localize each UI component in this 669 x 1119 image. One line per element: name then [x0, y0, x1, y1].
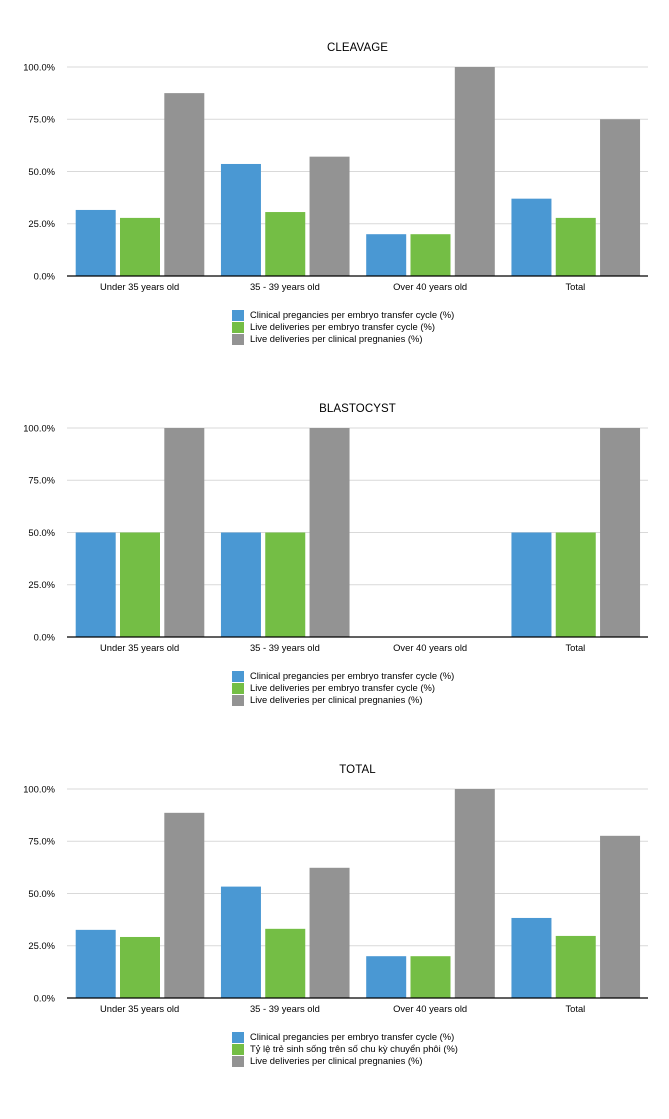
bar	[164, 428, 205, 637]
legend-swatch-gray	[232, 694, 244, 706]
y-tick-label: 25.0%	[28, 940, 55, 951]
blastocyst-plot: 0.0% 25.0% 50.0% 75.0% 100.0% Under 35 years …	[23, 422, 648, 653]
x-tick-label: Under 35 years old	[100, 1003, 179, 1014]
bar	[410, 956, 451, 998]
chart-title: CLEAVAGE	[326, 42, 389, 54]
bar	[600, 119, 641, 276]
legend-item: Live deliveries per clinical pregnanies …	[232, 694, 454, 706]
bar	[220, 532, 261, 637]
legend-label: Live deliveries per embryo transfer cycl…	[250, 682, 435, 693]
legend-item: Live deliveries per clinical pregnanies …	[232, 333, 454, 345]
bar	[220, 886, 261, 998]
y-tick-label: 0.0%	[34, 992, 55, 1003]
bar	[265, 212, 306, 276]
legend-swatch-green	[232, 321, 244, 333]
legend-item: Live deliveries per embryo transfer cycl…	[232, 321, 454, 333]
bar	[600, 428, 641, 637]
chart-legend: Clinical pregancies per embryo transfer …	[232, 670, 454, 706]
bar	[366, 956, 407, 998]
chart-legend: Clinical pregancies per embryo transfer …	[232, 1031, 458, 1067]
legend-label: Live deliveries per clinical pregnanies …	[250, 333, 423, 344]
cleavage-plot: 0.0% 25.0% 50.0% 75.0% 100.0% Under 35 years …	[23, 61, 648, 292]
y-tick-label: 50.0%	[28, 888, 55, 899]
chart-legend: Clinical pregancies per embryo transfer …	[232, 309, 454, 345]
bar	[555, 935, 596, 998]
legend-label: Live deliveries per embryo transfer cycl…	[250, 321, 435, 332]
y-tick-label: 100.0%	[23, 422, 55, 433]
bar	[120, 532, 160, 637]
legend-item: Live deliveries per embryo transfer cycl…	[232, 682, 454, 694]
legend-swatch-green	[232, 1043, 244, 1055]
bar	[366, 234, 407, 276]
x-tick-label: 35 - 39 years old	[250, 1003, 320, 1014]
y-tick-label: 50.0%	[28, 527, 55, 538]
bar	[309, 428, 350, 637]
bar	[454, 789, 495, 998]
chart-title: TOTAL	[339, 764, 376, 776]
bar	[120, 936, 160, 998]
chart-total: TOTAL 0.0% 25.0% 50.0% 75.0% 100.0% Under 35 …	[0, 758, 669, 1119]
bar	[309, 867, 350, 998]
chart-blastocyst: BLASTOCYST 0.0% 25.0% 50.0% 75.0% 100.0% Unde…	[0, 397, 669, 758]
legend-item: Clinical pregancies per embryo transfer …	[232, 309, 454, 321]
bar	[511, 917, 552, 998]
legend-label: Clinical pregancies per embryo transfer …	[250, 309, 455, 320]
bar	[511, 532, 552, 637]
total-plot: 0.0% 25.0% 50.0% 75.0% 100.0% Under 35 years …	[23, 783, 648, 1014]
y-tick-label: 100.0%	[23, 783, 55, 794]
legend-swatch-blue	[232, 309, 244, 321]
bar	[309, 156, 350, 276]
legend-swatch-blue	[232, 1031, 244, 1043]
x-tick-label: Over 40 years old	[393, 642, 467, 653]
legend-item: Clinical pregancies per embryo transfer …	[232, 670, 454, 682]
bar	[511, 198, 552, 276]
y-tick-label: 0.0%	[34, 631, 55, 642]
bar	[265, 928, 306, 998]
legend-label: Clinical pregancies per embryo transfer …	[250, 670, 455, 681]
legend-label: Live deliveries per clinical pregnanies …	[250, 1055, 423, 1066]
chart-title: BLASTOCYST	[319, 403, 396, 415]
legend-item: Live deliveries per clinical pregnanies …	[232, 1055, 458, 1067]
y-tick-label: 100.0%	[23, 61, 55, 72]
bar	[410, 234, 451, 276]
x-tick-label: Under 35 years old	[100, 281, 179, 292]
legend-label: Live deliveries per clinical pregnanies …	[250, 694, 423, 705]
bar	[265, 532, 306, 637]
y-tick-label: 75.0%	[28, 114, 55, 125]
y-tick-label: 0.0%	[34, 270, 55, 281]
x-tick-label: 35 - 39 years old	[250, 642, 320, 653]
legend-swatch-blue	[232, 670, 244, 682]
x-tick-label: Over 40 years old	[393, 281, 467, 292]
x-tick-label: Total	[565, 281, 585, 292]
bar	[75, 209, 116, 276]
chart-cleavage: CLEAVAGE 0.0% 25.0% 50.0% 75.0% 100.0% Under …	[0, 36, 669, 397]
bar	[454, 67, 495, 276]
legend-swatch-gray	[232, 333, 244, 345]
y-tick-label: 50.0%	[28, 166, 55, 177]
x-tick-label: 35 - 39 years old	[250, 281, 320, 292]
bar	[75, 532, 116, 637]
y-tick-label: 25.0%	[28, 218, 55, 229]
legend-item: Clinical pregancies per embryo transfer …	[232, 1031, 458, 1043]
bar	[120, 217, 160, 276]
bar	[75, 929, 116, 998]
bar	[555, 217, 596, 276]
x-tick-label: Under 35 years old	[100, 642, 179, 653]
y-tick-label: 25.0%	[28, 579, 55, 590]
x-tick-label: Over 40 years old	[393, 1003, 467, 1014]
legend-swatch-green	[232, 682, 244, 694]
bar	[220, 163, 261, 276]
legend-swatch-gray	[232, 1055, 244, 1067]
legend-item: Tỷ lệ trẻ sinh sống trên số chu kỳ chuyể…	[232, 1043, 458, 1055]
bar	[555, 532, 596, 637]
bar	[600, 835, 641, 998]
legend-label: Clinical pregancies per embryo transfer …	[250, 1031, 455, 1042]
x-tick-label: Total	[565, 642, 585, 653]
y-tick-label: 75.0%	[28, 836, 55, 847]
y-tick-label: 75.0%	[28, 475, 55, 486]
bar	[164, 812, 205, 998]
legend-label: Tỷ lệ trẻ sinh sống trên số chu kỳ chuyể…	[250, 1043, 458, 1054]
x-tick-label: Total	[565, 1003, 585, 1014]
bar	[164, 93, 205, 276]
